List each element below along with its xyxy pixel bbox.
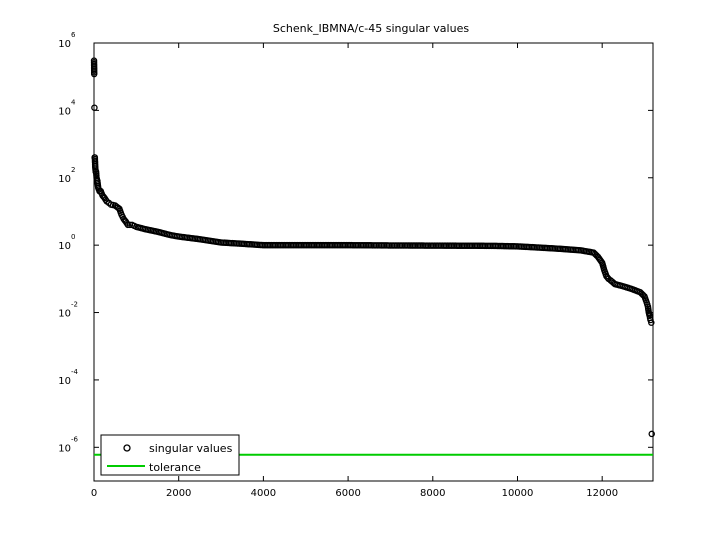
y-tick-label-exponent: 2 bbox=[71, 166, 75, 174]
legend-marker-singular-values bbox=[123, 444, 131, 452]
x-tick-label: 10000 bbox=[502, 488, 534, 499]
data-point bbox=[648, 430, 655, 438]
y-tick-label-base: 10 bbox=[58, 174, 71, 185]
plot-area bbox=[93, 42, 654, 482]
y-tick-label-exponent: 6 bbox=[71, 31, 76, 39]
x-tick-label: 12000 bbox=[586, 488, 618, 499]
x-tick-label: 6000 bbox=[335, 488, 360, 499]
data-point bbox=[124, 221, 132, 229]
data-point bbox=[126, 221, 134, 229]
legend-box bbox=[100, 434, 240, 476]
y-tick-label-base: 10 bbox=[58, 376, 71, 387]
singular-values-series bbox=[90, 57, 655, 438]
data-point bbox=[90, 70, 98, 78]
x-tick-label: 2000 bbox=[166, 488, 191, 499]
x-tick-label: 8000 bbox=[420, 488, 445, 499]
legend-label-singular-values: singular values bbox=[149, 442, 233, 455]
chart-title: Schenk_IBMNA/c-45 singular values bbox=[273, 22, 469, 35]
y-tick-label-exponent: -4 bbox=[71, 368, 79, 376]
legend-label-tolerance: tolerance bbox=[149, 461, 201, 474]
y-tick-label-exponent: -6 bbox=[71, 435, 79, 443]
legend: singular values tolerance bbox=[100, 434, 240, 476]
y-tick-label-base: 10 bbox=[58, 309, 71, 320]
x-tick-label: 0 bbox=[91, 488, 97, 499]
y-tick-label-base: 10 bbox=[58, 241, 71, 252]
y-tick-label-exponent: -2 bbox=[71, 301, 78, 309]
y-tick-label-base: 10 bbox=[58, 106, 71, 117]
data-point bbox=[648, 319, 655, 326]
y-tick-label-base: 10 bbox=[58, 39, 71, 50]
y-tick-label-exponent: 4 bbox=[71, 98, 76, 106]
x-axis: 0 2000 4000 6000 8000 10000 12000 bbox=[91, 43, 618, 499]
x-tick-label: 4000 bbox=[251, 488, 276, 499]
data-point bbox=[91, 104, 98, 111]
y-tick-label-base: 10 bbox=[58, 443, 71, 454]
y-tick-label-exponent: 0 bbox=[71, 233, 75, 241]
